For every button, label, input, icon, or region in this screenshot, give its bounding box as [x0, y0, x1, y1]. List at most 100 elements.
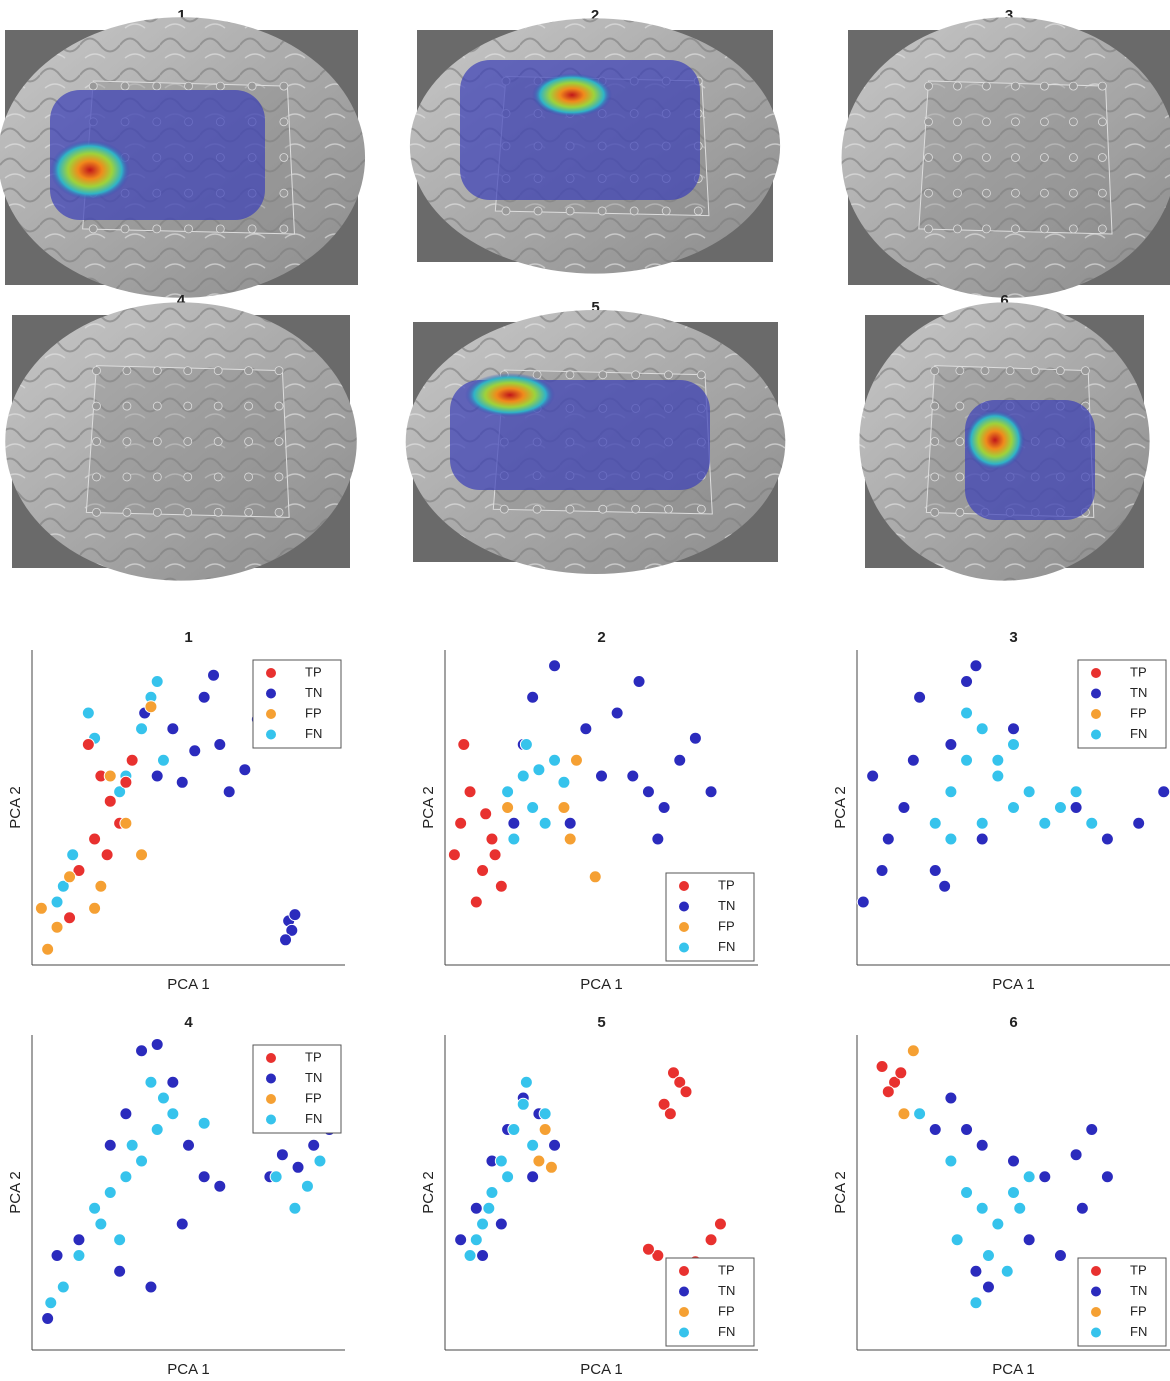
data-point: [73, 1234, 85, 1246]
data-point: [145, 1076, 157, 1088]
electrode: [982, 189, 990, 197]
data-point: [674, 754, 686, 766]
data-point: [101, 849, 113, 861]
legend-marker: [679, 922, 690, 933]
data-point: [970, 1297, 982, 1309]
data-point: [564, 833, 576, 845]
data-point: [208, 669, 220, 681]
electrode: [280, 82, 288, 90]
data-point: [95, 880, 107, 892]
data-point: [945, 833, 957, 845]
electrode: [153, 473, 161, 481]
electrode: [93, 473, 101, 481]
electrode: [280, 154, 288, 162]
chart-title: 5: [597, 1014, 605, 1031]
data-point: [929, 1124, 941, 1136]
data-point: [495, 1155, 507, 1167]
activation-hotspot: [50, 140, 130, 200]
data-point: [51, 1250, 63, 1262]
electrode: [1040, 118, 1048, 126]
data-point: [1008, 1187, 1020, 1199]
legend-marker: [1091, 1307, 1102, 1318]
electrode: [982, 118, 990, 126]
data-point: [945, 739, 957, 751]
data-point: [314, 1155, 326, 1167]
data-point: [527, 1171, 539, 1183]
legend-marker: [266, 1073, 277, 1084]
legend-marker: [679, 881, 690, 892]
data-point: [992, 770, 1004, 782]
data-point: [502, 802, 514, 814]
data-point: [1070, 1149, 1082, 1161]
data-point: [589, 871, 601, 883]
data-point: [580, 723, 592, 735]
data-point: [1039, 817, 1051, 829]
data-point: [857, 896, 869, 908]
legend-label: FP: [718, 918, 735, 933]
electrode: [665, 371, 673, 379]
electrode: [697, 505, 705, 513]
data-point: [489, 849, 501, 861]
legend-label: TP: [718, 877, 735, 892]
electrode: [1031, 367, 1039, 375]
data-point: [945, 786, 957, 798]
data-point: [1008, 739, 1020, 751]
data-point: [533, 1155, 545, 1167]
data-point: [1023, 1171, 1035, 1183]
legend-label: FP: [305, 705, 322, 720]
electrode: [1098, 82, 1106, 90]
legend-label: FN: [305, 1111, 322, 1126]
electrode: [533, 505, 541, 513]
electrode: [121, 225, 129, 233]
electrode: [1006, 367, 1014, 375]
electrode: [953, 118, 961, 126]
data-point: [464, 786, 476, 798]
electrode: [1069, 82, 1077, 90]
data-point: [198, 691, 210, 703]
electrode: [275, 402, 283, 410]
data-point: [680, 1086, 692, 1098]
data-point: [470, 896, 482, 908]
data-point: [477, 1218, 489, 1230]
legend-marker: [679, 942, 690, 953]
y-axis-label: PCA 2: [7, 1171, 24, 1214]
electrode: [956, 402, 964, 410]
data-point: [558, 802, 570, 814]
data-point: [882, 1086, 894, 1098]
electrode: [500, 505, 508, 513]
electrode: [697, 371, 705, 379]
electrode: [185, 82, 193, 90]
legend-label: FP: [1130, 1303, 1147, 1318]
electrode: [1040, 225, 1048, 233]
legend-marker: [266, 1114, 277, 1125]
data-point: [292, 1161, 304, 1173]
data-point: [867, 770, 879, 782]
electrode: [123, 508, 131, 516]
data-point: [120, 817, 132, 829]
data-point: [549, 754, 561, 766]
electrode: [953, 154, 961, 162]
electrode: [925, 154, 933, 162]
electrode: [93, 438, 101, 446]
legend-marker: [266, 729, 277, 740]
data-point: [280, 934, 292, 946]
data-point: [907, 754, 919, 766]
data-point: [289, 1202, 301, 1214]
data-point: [1008, 723, 1020, 735]
electrode: [599, 505, 607, 513]
electrode: [632, 505, 640, 513]
data-point: [549, 660, 561, 672]
data-point: [89, 1202, 101, 1214]
electrode: [956, 473, 964, 481]
data-point: [455, 1234, 467, 1246]
data-point: [35, 902, 47, 914]
data-point: [214, 739, 226, 751]
data-point: [57, 1281, 69, 1293]
x-axis-label: PCA 1: [580, 976, 623, 993]
data-point: [42, 943, 54, 955]
data-point: [527, 691, 539, 703]
electrode: [1011, 82, 1019, 90]
legend-label: TP: [305, 1049, 322, 1064]
data-point: [145, 1281, 157, 1293]
data-point: [301, 1180, 313, 1192]
